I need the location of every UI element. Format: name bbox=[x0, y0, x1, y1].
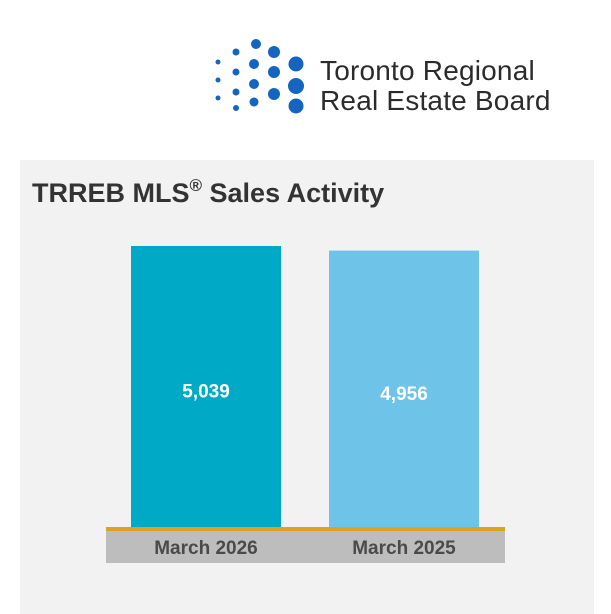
bar-1 bbox=[131, 246, 281, 527]
chart-title: TRREB MLS® Sales Activity bbox=[32, 176, 385, 209]
logo-dot bbox=[288, 78, 304, 94]
sales-activity-panel: TRREB MLS® Sales Activity 5,039 March 202… bbox=[20, 160, 594, 614]
logo-dot bbox=[233, 105, 239, 111]
logo-dot bbox=[268, 88, 280, 100]
category-label-1: March 2026 bbox=[154, 538, 258, 559]
logo-dot bbox=[249, 59, 259, 69]
logo-dot bbox=[249, 97, 259, 107]
logo-dot bbox=[251, 39, 261, 49]
category-band bbox=[106, 531, 505, 563]
logo-dot bbox=[232, 88, 240, 96]
bar-2 bbox=[329, 250, 479, 528]
logo-dot bbox=[249, 79, 259, 89]
sales-bar-chart: 5,039 March 2026 4,956 March 2025 bbox=[106, 246, 505, 563]
logo-dot bbox=[215, 95, 221, 101]
logo-line-1: Toronto Regional bbox=[320, 55, 535, 86]
logo-line-2: Real Estate Board bbox=[320, 85, 551, 116]
trreb-logo: Toronto Regional Real Estate Board bbox=[206, 38, 586, 118]
x-axis-baseline bbox=[106, 527, 505, 531]
category-label-2: March 2025 bbox=[352, 538, 456, 559]
logo-dot bbox=[215, 59, 221, 65]
logo-wordmark: Toronto Regional Real Estate Board bbox=[320, 56, 551, 116]
bar-value-label-2: 4,956 bbox=[380, 384, 428, 405]
logo-dot bbox=[288, 56, 304, 72]
logo-dot bbox=[232, 68, 240, 76]
chart-title-rest: Sales Activity bbox=[202, 178, 385, 208]
logo-dot bbox=[268, 66, 280, 78]
bar-value-label-1: 5,039 bbox=[182, 382, 230, 403]
logo-dot bbox=[232, 48, 240, 56]
logo-dots-icon bbox=[215, 39, 304, 114]
chart-title-main: TRREB MLS bbox=[32, 178, 190, 208]
registered-mark: ® bbox=[189, 176, 203, 195]
logo-dot bbox=[268, 46, 280, 58]
logo-dot bbox=[215, 77, 221, 83]
logo-dot bbox=[288, 98, 304, 114]
